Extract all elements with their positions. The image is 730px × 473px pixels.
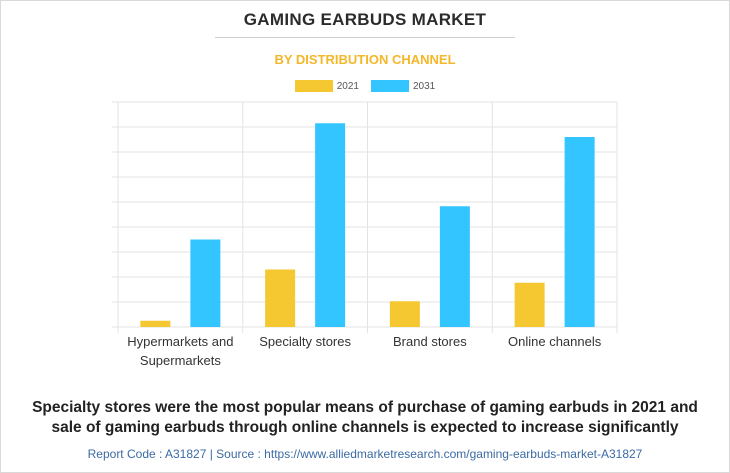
x-tick-label: Hypermarkets and <box>127 334 233 349</box>
bar-2031-2 <box>315 123 346 327</box>
legend-label-2021: 2021 <box>336 80 359 92</box>
bar-2021-1 <box>140 320 171 327</box>
title-divider <box>215 37 515 38</box>
chart-subtitle: BY DISTRIBUTION CHANNEL <box>274 52 456 67</box>
bar-2021-2 <box>265 269 296 327</box>
bar-2031-4 <box>564 137 595 327</box>
x-tick-label: Specialty stores <box>259 334 351 349</box>
x-tick-label: Brand stores <box>393 334 467 349</box>
bar-chart: Hypermarkets and Supermarkets Specialty st… <box>112 101 618 368</box>
x-tick-label: Online channels <box>508 334 602 349</box>
source-footer[interactable]: Report Code : A31827 | Source : https://… <box>87 447 643 461</box>
legend-item-2021[interactable]: 2021 <box>294 80 359 92</box>
x-tick-label: Supermarkets <box>140 353 221 368</box>
caption-line-1: Specialty stores were the most popular m… <box>32 399 698 416</box>
legend-swatch-2021 <box>294 80 333 92</box>
bar-2021-3 <box>389 301 420 327</box>
chart-caption: Specialty stores were the most popular m… <box>0 398 730 438</box>
bar-2031-3 <box>439 206 470 327</box>
legend-item-2031[interactable]: 2031 <box>371 80 435 92</box>
legend: 2021 2031 <box>0 80 730 92</box>
chart-title: GAMING EARBUDS MARKET <box>243 10 487 29</box>
caption-line-2: sale of gaming earbuds through online ch… <box>51 419 679 436</box>
bar-2031-1 <box>190 239 221 327</box>
legend-label-2031: 2031 <box>413 80 436 92</box>
bar-2021-4 <box>514 282 545 327</box>
legend-swatch-2031 <box>371 80 409 92</box>
